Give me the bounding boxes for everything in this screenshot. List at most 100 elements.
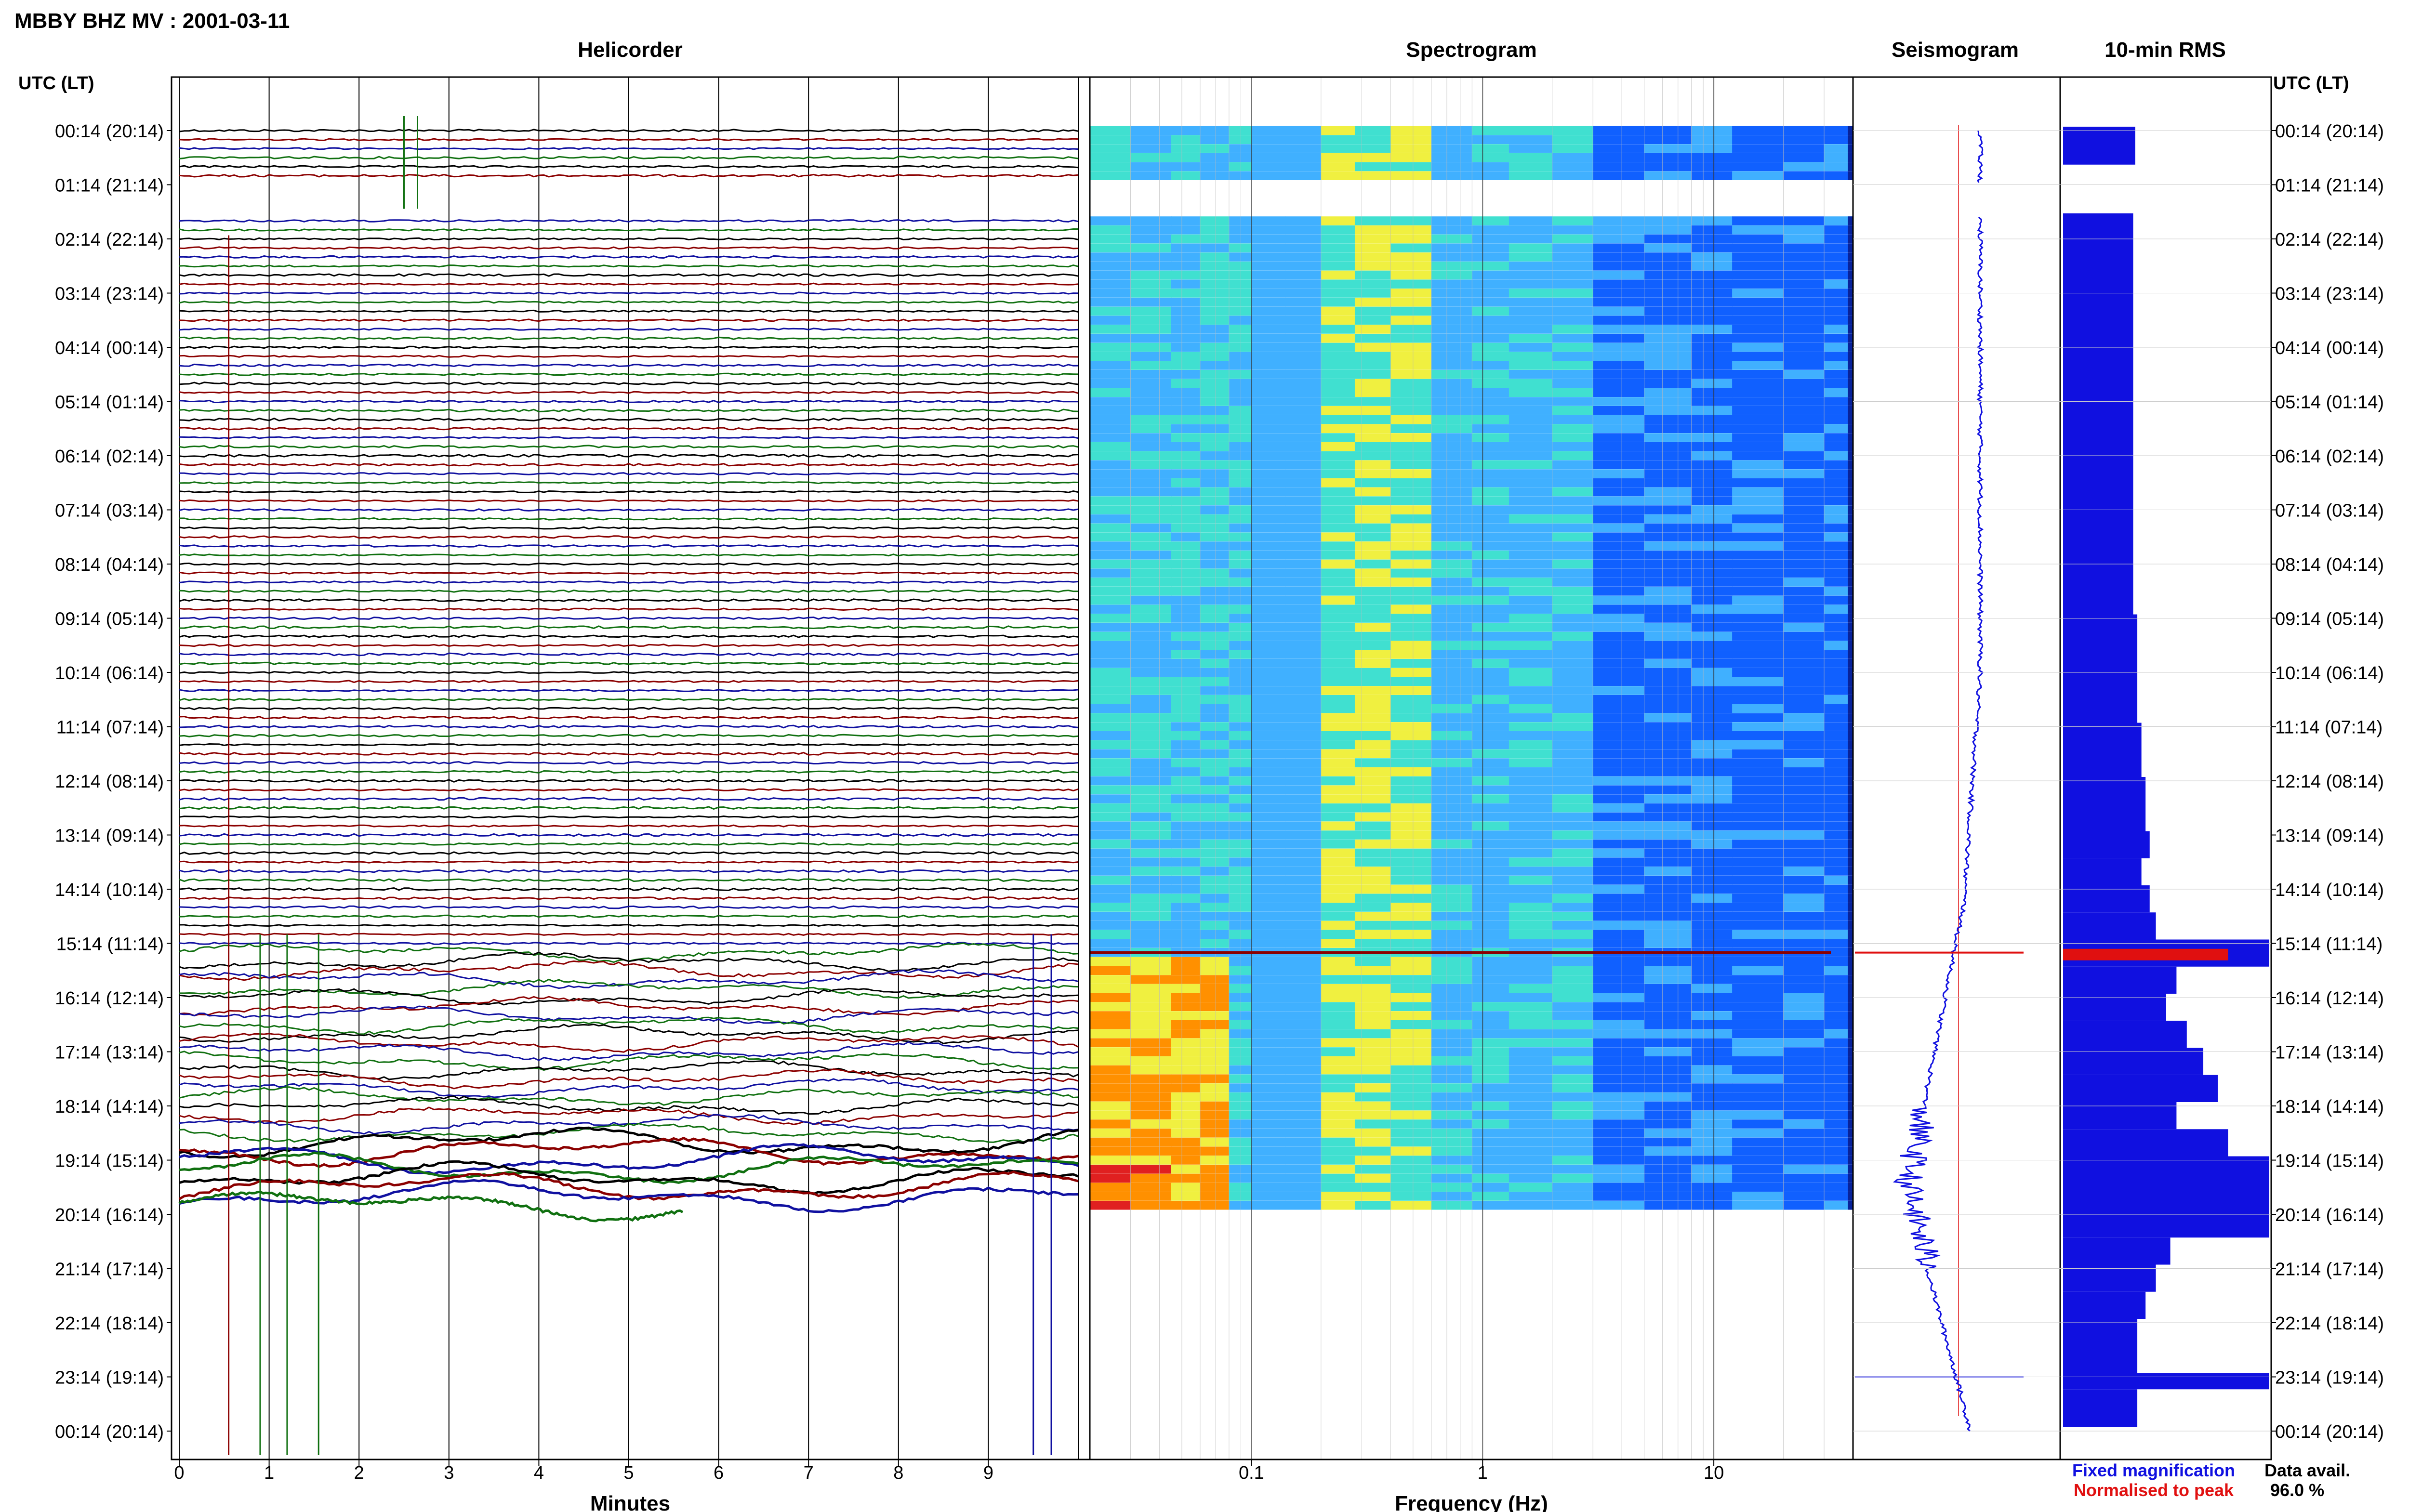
spectrogram-cell (1644, 830, 1692, 840)
spectrogram-cell (1431, 704, 1472, 713)
spectrogram-cell (1691, 379, 1733, 388)
spectrogram-cell (1691, 731, 1733, 740)
spectrogram-cell (1431, 1165, 1472, 1174)
spectrogram-cell (1509, 316, 1553, 325)
spectrogram-cell (1644, 442, 1692, 451)
spectrogram-cell (1200, 216, 1230, 225)
helicorder-trace (179, 1041, 1079, 1062)
spectrogram-cell (1783, 388, 1825, 397)
spectrogram-cell (1431, 840, 1472, 849)
spectrogram-cell (1509, 325, 1553, 334)
spectrogram-cell (1090, 460, 1131, 469)
helicorder-trace (179, 228, 1078, 232)
spectrogram-cell (1431, 1201, 1472, 1210)
spectrogram-cell (1171, 153, 1201, 162)
spectrogram-cell (1509, 1165, 1553, 1174)
spectrogram-cell (1090, 713, 1131, 722)
spectrogram-title: Spectrogram (1406, 38, 1536, 62)
spectrogram-cell (1552, 234, 1593, 244)
spectrogram-cell (1354, 595, 1391, 605)
spectrogram-cell (1321, 1173, 1355, 1183)
spectrogram-cell (1824, 749, 1853, 758)
spectrogram-cell (1354, 1192, 1391, 1201)
spectrogram-cell (1593, 930, 1645, 939)
spectrogram-cell (1321, 505, 1355, 514)
spectrogram-cell (1130, 171, 1172, 180)
time-tick-label-right: 18:14 (14:14) (2275, 1097, 2384, 1117)
spectrogram-cell (1200, 884, 1230, 894)
spectrogram-cell (1200, 361, 1230, 370)
helicorder-trace (179, 905, 1079, 909)
spectrogram-cell (1229, 614, 1252, 623)
spectrogram-cell (1732, 984, 1784, 993)
spectrogram-cell (1472, 487, 1509, 497)
spectrogram-cell (1251, 460, 1286, 469)
spectrogram-cell (1824, 659, 1853, 668)
spectrogram-cell (1431, 1092, 1472, 1102)
spectrogram-cell (1251, 153, 1286, 162)
spectrogram-cell (1824, 397, 1853, 406)
spectrogram-cell (1229, 578, 1252, 587)
spectrogram-cell (1130, 225, 1172, 235)
spectrogram-cell (1285, 568, 1322, 578)
time-tick-label-left: 00:14 (20:14) (55, 1422, 164, 1442)
spectrogram-cell (1390, 939, 1432, 948)
spectrogram-cell (1593, 279, 1645, 289)
helicorder-trace (179, 661, 1079, 665)
spectrogram-cell (1171, 803, 1201, 813)
spectrogram-cell (1431, 785, 1472, 794)
spectrogram-cell (1390, 1020, 1432, 1029)
legend-normalised-to-peak: Normalised to peak (2074, 1480, 2234, 1500)
helicorder-trace (179, 1016, 1079, 1035)
spectrogram-cell (1285, 704, 1322, 713)
spectrogram-cell (1390, 568, 1432, 578)
spectrogram-cell (1783, 975, 1825, 984)
spectrogram-cell (1431, 857, 1472, 867)
spectrogram-cell (1090, 523, 1131, 533)
spectrogram-cell (1593, 993, 1645, 1002)
spectrogram-cell (1285, 1119, 1322, 1129)
spectrogram-cell (1200, 794, 1230, 803)
helicorder-trace (179, 815, 1079, 819)
spectrogram-cell (1251, 1173, 1286, 1183)
spectrogram-cell (1171, 532, 1201, 541)
spectrogram-cell (1644, 731, 1692, 740)
spectrogram-cell (1691, 930, 1733, 939)
spectrogram-cell (1321, 1137, 1355, 1147)
spectrogram-cell (1691, 1137, 1733, 1147)
spectrogram-cell (1552, 551, 1593, 560)
spectrogram-cell (1229, 171, 1252, 180)
spectrogram-cell (1431, 668, 1472, 677)
spectrogram-cell (1229, 1201, 1252, 1210)
spectrogram-cell (1321, 840, 1355, 849)
spectrogram-cell (1732, 966, 1784, 975)
spectrogram-cell (1285, 668, 1322, 677)
helicorder-trace (179, 860, 1079, 864)
spectrogram-cell (1691, 957, 1733, 966)
spectrogram-cell (1848, 966, 1853, 975)
spectrogram-cell (1824, 342, 1853, 352)
helicorder-trace (179, 372, 1079, 376)
spectrogram-cell (1431, 153, 1472, 162)
spectrogram-cell (1848, 776, 1853, 786)
spectrogram-cell (1229, 1183, 1252, 1192)
spectrogram-cell (1848, 939, 1853, 948)
spectrogram-cell (1200, 631, 1230, 641)
spectrogram-cell (1390, 722, 1432, 731)
spectrogram-cell (1644, 316, 1692, 325)
spectrogram-cell (1824, 568, 1853, 578)
spectrogram-cell (1472, 478, 1509, 487)
spectrogram-cell (1552, 614, 1593, 623)
spectrogram-cell (1848, 568, 1853, 578)
spectrogram-cell (1171, 912, 1201, 921)
spectrogram-cell (1321, 406, 1355, 415)
helicorder-trace (179, 246, 1079, 250)
spectrogram-cell (1472, 451, 1509, 460)
spectrogram-cell (1509, 1020, 1553, 1029)
spectrogram-cell (1130, 442, 1172, 451)
spectrogram-cell (1354, 1146, 1391, 1156)
spectrogram-cell (1354, 144, 1391, 153)
spectrogram-cell (1229, 794, 1252, 803)
spectrogram-cell (1644, 903, 1692, 912)
spectrogram-cell (1431, 469, 1472, 478)
